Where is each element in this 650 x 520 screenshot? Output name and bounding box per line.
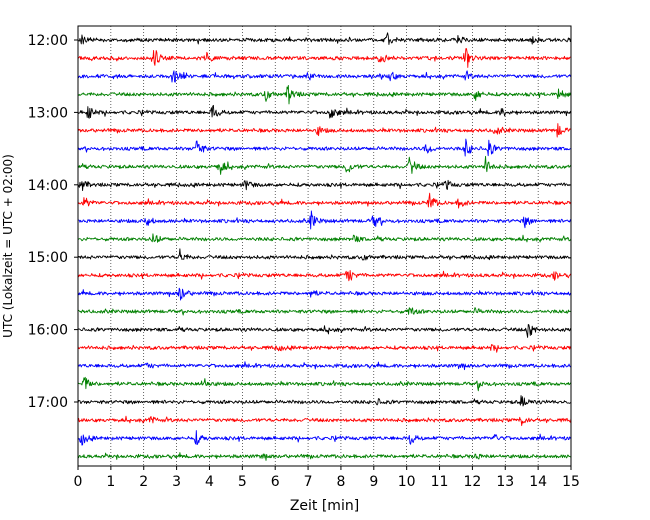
x-tick-label: 3 <box>172 474 181 490</box>
seismic-trace <box>77 287 572 301</box>
y-tick-label: 17:00 <box>28 395 68 411</box>
x-tick-label: 15 <box>562 474 580 490</box>
seismic-trace <box>77 85 572 105</box>
seismic-trace <box>77 70 572 83</box>
grid-lines <box>110 26 539 466</box>
seismic-trace <box>77 270 572 282</box>
x-tick-label: 2 <box>139 474 148 490</box>
seismic-trace <box>77 179 572 192</box>
seismic-trace <box>77 376 572 392</box>
x-axis-label: Zeit [min] <box>290 498 359 514</box>
seismic-trace <box>77 307 572 316</box>
x-tick-label: 8 <box>336 474 345 490</box>
y-axis-ticks: 12:00 13:00 14:00 15:00 16:00 17:00 <box>28 33 78 411</box>
x-tick-label: 0 <box>74 474 83 490</box>
y-tick-label: 13:00 <box>28 105 68 121</box>
seismic-trace <box>77 323 572 338</box>
seismic-trace <box>77 452 572 461</box>
y-tick-label: 14:00 <box>28 178 68 194</box>
x-tick-label: 9 <box>369 474 378 490</box>
y-tick-label: 15:00 <box>28 250 68 266</box>
seismic-trace <box>77 395 572 407</box>
x-tick-label: 1 <box>106 474 115 490</box>
plot-frame <box>77 25 572 467</box>
seismic-trace <box>77 344 572 353</box>
x-tick-label: 10 <box>398 474 416 490</box>
x-tick-label: 14 <box>529 474 547 490</box>
seismic-trace <box>77 248 572 261</box>
x-tick-label: 11 <box>431 474 449 490</box>
seismic-traces <box>77 32 572 461</box>
x-axis-ticks: 0 1 2 3 4 5 6 7 8 9 10 11 12 13 14 15 <box>74 466 580 490</box>
x-tick-label: 12 <box>463 474 481 490</box>
seismic-trace <box>77 192 572 209</box>
seismic-trace <box>77 361 572 371</box>
seismic-trace <box>77 233 572 243</box>
seismic-trace <box>77 415 572 427</box>
seismic-trace <box>77 138 572 157</box>
y-tick-label: 12:00 <box>28 33 68 49</box>
x-tick-label: 13 <box>496 474 514 490</box>
y-tick-label: 16:00 <box>28 323 68 339</box>
x-tick-label: 6 <box>271 474 280 490</box>
seismic-trace <box>77 48 572 68</box>
seismic-trace <box>77 155 572 175</box>
x-tick-label: 4 <box>205 474 214 490</box>
seismic-trace <box>77 210 572 230</box>
seismic-trace <box>77 104 572 119</box>
seismic-trace <box>77 430 572 446</box>
x-tick-label: 5 <box>238 474 247 490</box>
y-axis-label: UTC (Lokalzeit = UTC + 02:00) <box>1 154 15 338</box>
x-tick-label: 7 <box>304 474 313 490</box>
seismic-trace <box>77 32 572 45</box>
seismic-trace <box>77 123 572 138</box>
